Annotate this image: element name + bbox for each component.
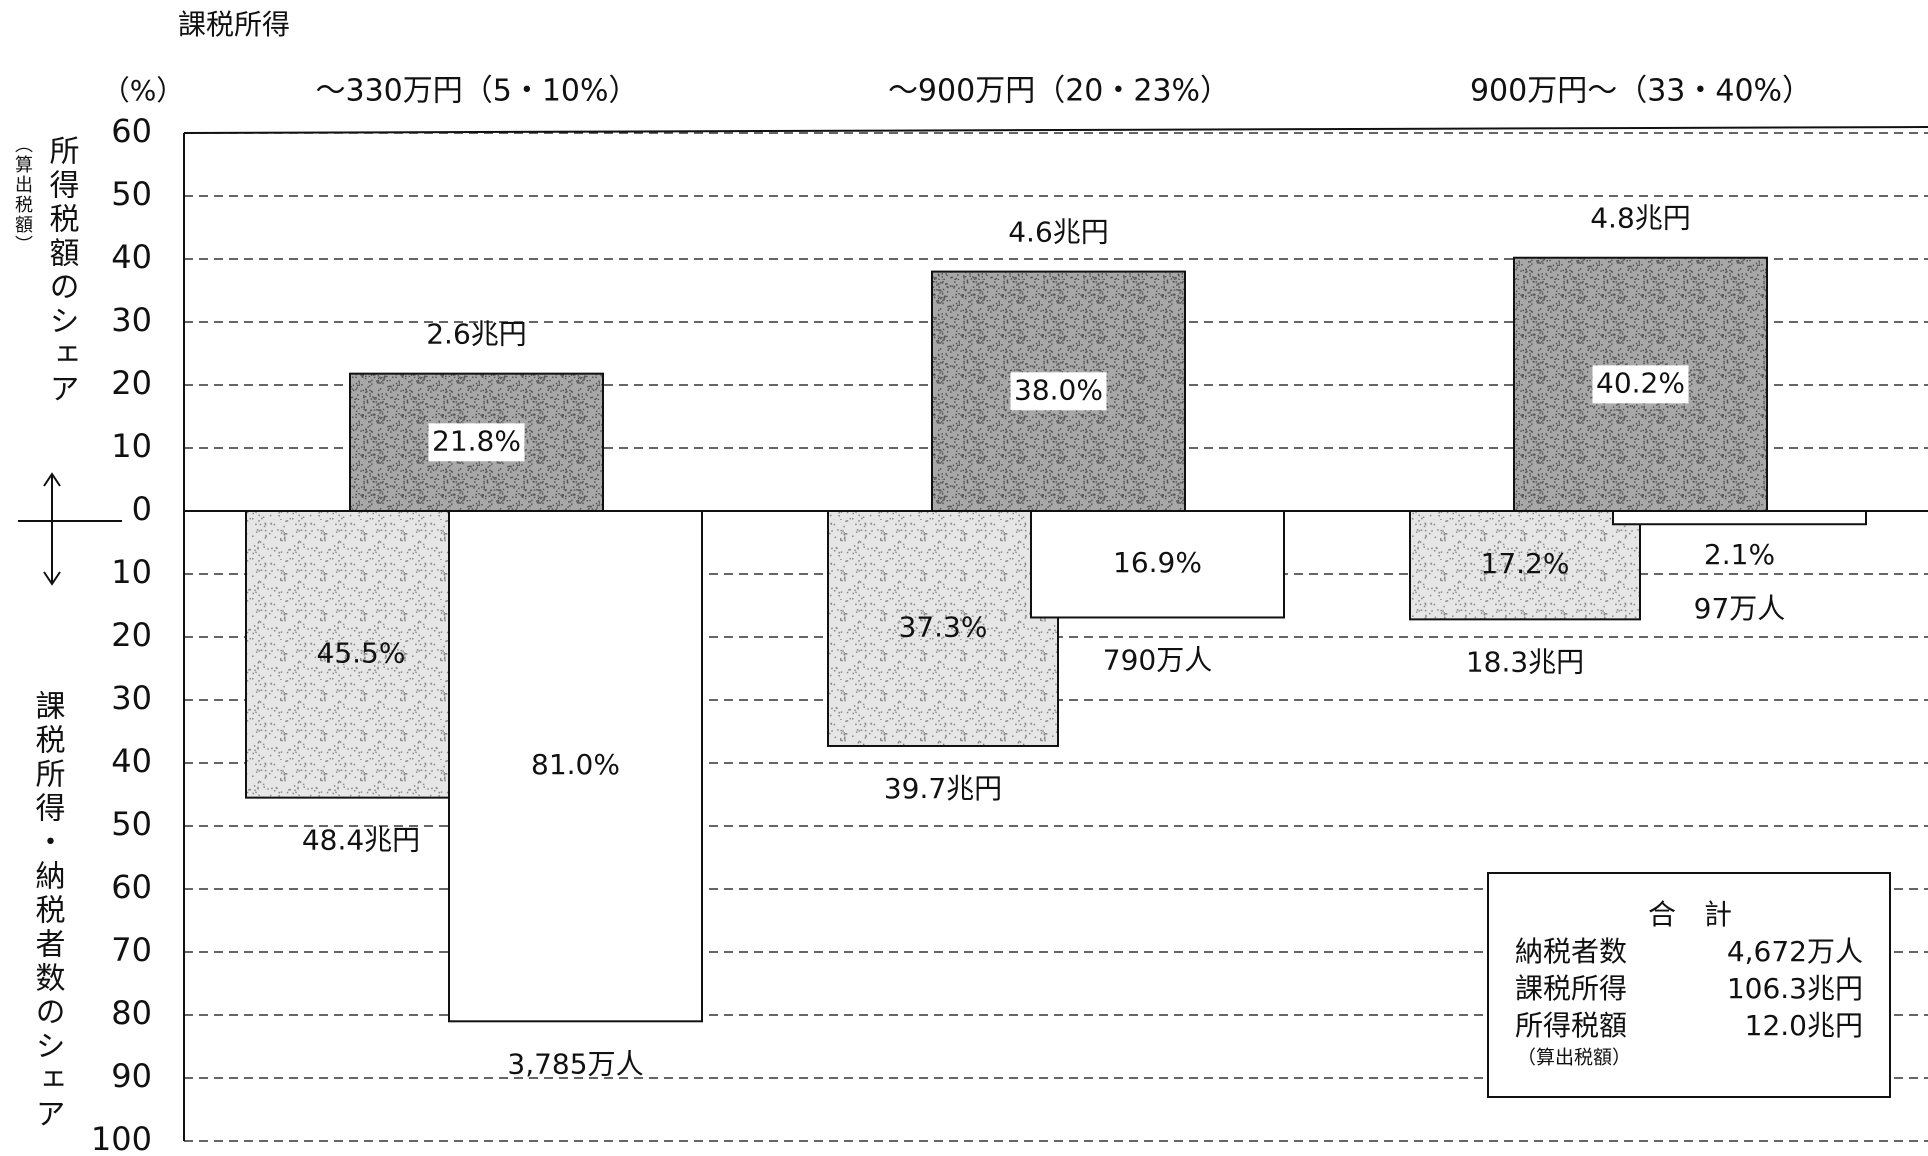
totals-note: （算出税額） — [1517, 1047, 1631, 1069]
y-tick-label: 60 — [111, 868, 152, 906]
y-tick-label: 50 — [111, 805, 152, 843]
totals-label: 所得税額 — [1515, 1009, 1627, 1042]
bar — [448, 510, 703, 1023]
y-tick-label: 70 — [111, 931, 152, 969]
y-tick-label: 90 — [111, 1057, 152, 1095]
value-label: 2.1% — [1704, 538, 1775, 571]
header: 課税所得 — [178, 8, 290, 41]
y-tick-label: 50 — [111, 175, 152, 213]
value-label: 16.9% — [1113, 546, 1202, 579]
bar — [245, 510, 477, 799]
totals-value: 4,672万人 — [1727, 935, 1863, 968]
y-tick-label: 10 — [111, 553, 152, 591]
y-tick-label: 10 — [111, 427, 152, 465]
value-label: 37.3% — [899, 610, 988, 643]
value-label: 38.0% — [1014, 373, 1103, 406]
amount-label: 48.4兆円 — [302, 824, 420, 857]
bar — [1612, 510, 1867, 526]
y-tick-label: 20 — [111, 364, 152, 402]
y-label-note: （算出税額） — [12, 135, 33, 255]
totals-value: 106.3兆円 — [1727, 972, 1863, 1005]
totals-box — [1487, 872, 1891, 1098]
y-tick-label: 30 — [111, 301, 152, 339]
y-tick-label: 20 — [111, 616, 152, 654]
y-tick-label: 0 — [132, 490, 152, 528]
value-label: 40.2% — [1596, 366, 1685, 399]
amount-label: 18.3兆円 — [1466, 645, 1584, 678]
category-label: ～900万円（20・23%） — [888, 74, 1230, 109]
y-tick-label: 30 — [111, 679, 152, 717]
y-tick-label: 60 — [111, 112, 152, 150]
amount-label: 3,785万人 — [507, 1047, 643, 1080]
y-tick-label: 100 — [91, 1120, 152, 1156]
amount-label: 4.6兆円 — [1008, 216, 1109, 249]
totals-label: 納税者数 — [1515, 935, 1627, 968]
axis-line — [183, 126, 1928, 134]
value-label: 17.2% — [1481, 547, 1570, 580]
totals-label: 課税所得 — [1515, 972, 1627, 1005]
y2-label: 課税所得・納税者数のシェア — [30, 690, 66, 1132]
label-bg — [428, 423, 525, 462]
unit-label: （%） — [102, 74, 185, 107]
category-label: ～330万円（5・10%） — [315, 74, 638, 109]
y-tick-label: 80 — [111, 994, 152, 1032]
arrow — [18, 472, 122, 586]
totals-value: 12.0兆円 — [1745, 1009, 1863, 1042]
y-tick-label: 40 — [111, 742, 152, 780]
amount-label: 97万人 — [1694, 592, 1786, 625]
value-label: 45.5% — [317, 636, 406, 669]
label-bg — [1592, 365, 1689, 404]
bar — [827, 510, 1059, 747]
label-bg — [1010, 372, 1107, 411]
y-label: 所得税額のシェア — [44, 135, 80, 407]
y-tick-label: 40 — [111, 238, 152, 276]
value-label: 21.8% — [432, 424, 521, 457]
bar — [1030, 510, 1285, 619]
amount-label: 39.7兆円 — [884, 772, 1002, 805]
value-label: 81.0% — [531, 748, 620, 781]
bar — [1409, 510, 1641, 621]
category-label: 900万円～（33・40%） — [1470, 74, 1812, 109]
totals-title: 合 計 — [1648, 898, 1732, 931]
amount-label: 2.6兆円 — [426, 318, 527, 351]
amount-label: 4.8兆円 — [1590, 202, 1691, 235]
amount-label: 790万人 — [1103, 643, 1212, 676]
